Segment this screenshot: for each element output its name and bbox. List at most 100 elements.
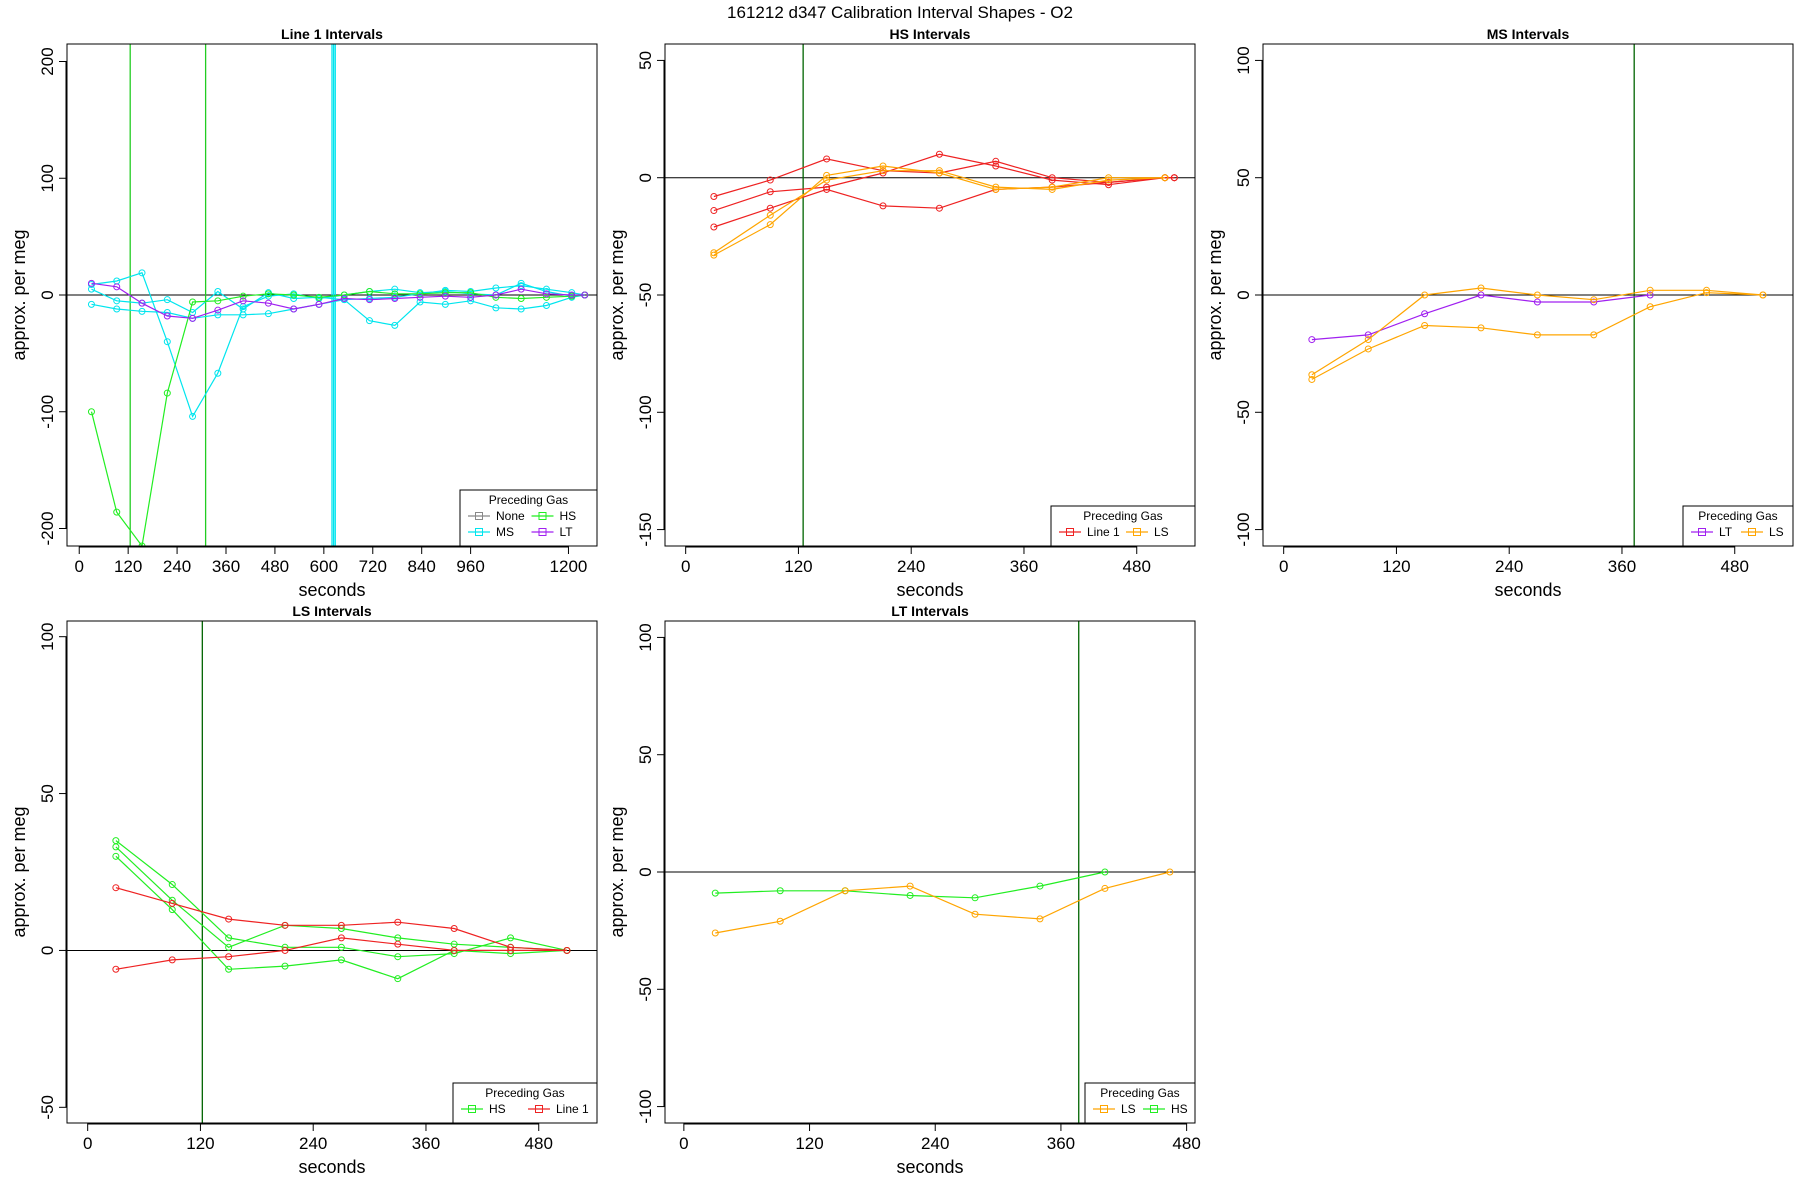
data-point (87, 300, 95, 308)
data-point (710, 249, 718, 257)
x-axis: 0 120 240 360 480 (1279, 546, 1749, 576)
data-point (163, 389, 171, 397)
series-line-1 (112, 934, 571, 973)
data-point (1048, 185, 1056, 193)
data-point (971, 910, 979, 918)
data-point (1105, 178, 1113, 186)
legend-entry-lt: LT (1719, 525, 1733, 539)
x-tick-label: 0 (679, 1134, 688, 1153)
data-point (113, 297, 121, 305)
legend-box (452, 1082, 598, 1124)
y-tick-label: -100 (636, 1090, 655, 1124)
y-tick-label: 100 (636, 623, 655, 651)
data-point (366, 287, 374, 295)
x-axis: 0 120 240 360 480 (681, 546, 1151, 576)
legend-box (1682, 505, 1794, 547)
x-axis-label: seconds (896, 1157, 963, 1177)
x-tick-label: 480 (1172, 1134, 1200, 1153)
data-point (214, 369, 222, 377)
legend-entry-line-1: Line 1 (556, 1102, 589, 1116)
series-hs (112, 837, 571, 961)
data-point (776, 917, 784, 925)
data-point (823, 176, 831, 184)
x-tick-label: 120 (1382, 557, 1410, 576)
y-tick-label: 0 (636, 867, 655, 876)
plot-area (665, 44, 1195, 546)
data-point (1105, 176, 1113, 184)
legend-title: Preceding Gas (485, 1086, 564, 1100)
data-point (394, 953, 402, 961)
data-point (542, 302, 550, 310)
panel-line-1-intervals: Line 1 Intervals 0 120 240 360 480 600 720 840 96… (9, 26, 598, 600)
data-point (1101, 884, 1109, 892)
plot-frame (1262, 43, 1794, 547)
series-line (115, 937, 567, 970)
x-axis-label: seconds (1494, 580, 1561, 600)
plot-frame (664, 43, 1196, 547)
data-point (214, 311, 222, 319)
data-point (542, 290, 550, 298)
data-point (394, 918, 402, 926)
legend-entry-hs: HS (560, 509, 577, 523)
panel-hs-intervals: HS Intervals 0 120 240 360 480 seconds -150 -100… (607, 26, 1196, 600)
legend-swatch-marker (538, 512, 547, 520)
data-point (971, 894, 979, 902)
y-tick-label: 100 (38, 164, 57, 192)
data-point (138, 542, 146, 546)
x-axis-label: seconds (298, 1157, 365, 1177)
data-point (1590, 298, 1598, 306)
plot-area (67, 621, 597, 1123)
data-point (394, 940, 402, 948)
x-tick-label: 240 (921, 1134, 949, 1153)
legend-entry-hs: HS (489, 1102, 506, 1116)
data-point (1036, 915, 1044, 923)
y-axis-label: approx. per meg (1205, 229, 1225, 360)
panel-lt-intervals: LT Intervals 0 120 240 360 480 seconds -100 -50 0… (607, 603, 1201, 1177)
legend-swatch-marker (1066, 528, 1074, 536)
x-tick-label: 360 (212, 557, 240, 576)
data-point (1101, 868, 1109, 876)
data-point (1646, 291, 1654, 299)
x-tick-label: 360 (412, 1134, 440, 1153)
data-point (112, 884, 120, 892)
x-tick-label: 240 (1495, 557, 1523, 576)
plot-title: LS Intervals (292, 603, 372, 619)
data-point (467, 289, 475, 297)
data-point (394, 975, 402, 983)
data-point (214, 297, 222, 305)
data-point (87, 408, 95, 416)
data-point (340, 295, 348, 303)
series-line (91, 285, 585, 319)
series-hs (112, 843, 571, 954)
legend-title: Preceding Gas (1083, 509, 1162, 523)
y-tick-label: 100 (38, 623, 57, 651)
data-point (441, 292, 449, 300)
data-point (1036, 882, 1044, 890)
x-tick-label: 720 (359, 557, 387, 576)
x-tick-label: 0 (681, 557, 690, 576)
y-tick-label: -50 (38, 1095, 57, 1120)
data-point (1646, 286, 1654, 294)
data-point (1646, 303, 1654, 311)
x-tick-label: 360 (1047, 1134, 1075, 1153)
series-line (115, 840, 568, 958)
y-tick-label: 0 (38, 946, 57, 955)
data-point (163, 338, 171, 346)
x-axis: 0 120 240 360 480 (83, 1123, 553, 1153)
series-line (115, 855, 567, 980)
plot-frame (66, 620, 598, 1124)
data-point (823, 185, 831, 193)
x-tick-label: 120 (114, 557, 142, 576)
data-point (112, 965, 120, 973)
x-tick-label: 960 (456, 557, 484, 576)
legend: Preceding Gas LS HS (1084, 1082, 1196, 1124)
x-tick-label: 120 (186, 1134, 214, 1153)
y-tick-label: -200 (38, 511, 57, 545)
data-point (935, 150, 943, 158)
data-point (416, 298, 424, 306)
data-point (766, 204, 774, 212)
data-point (1048, 176, 1056, 184)
legend-title: Preceding Gas (1698, 509, 1777, 523)
y-tick-label: 50 (1234, 168, 1253, 187)
